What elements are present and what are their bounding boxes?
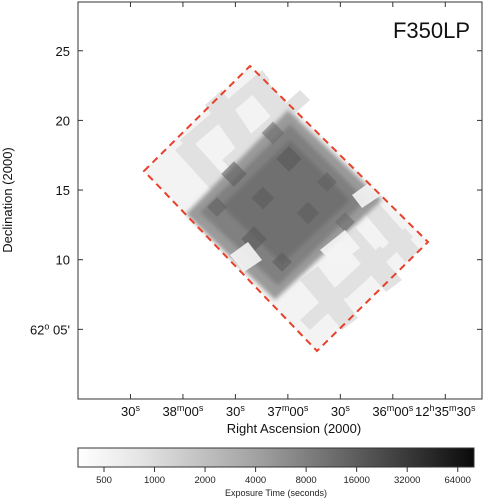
x-tick-label-5: 36m00s <box>372 403 413 419</box>
y-tick-label-3: 20 <box>56 113 70 128</box>
y-axis-title: Declination (2000) <box>0 147 15 253</box>
filter-label: F350LP <box>393 18 470 43</box>
x-axis-ticks: 30s 38m00s 30s 37m00s 30s 36m00s 12h35m30s <box>121 2 476 419</box>
colorbar-tick-label-4: 8000 <box>296 475 317 486</box>
y-tick-label-0: 62o 05' <box>30 321 70 337</box>
colorbar-tick-label-3: 4000 <box>245 475 266 486</box>
colorbar-tick-label-2: 2000 <box>194 475 215 486</box>
y-axis-ticks: 62o 05' 10 15 20 25 <box>30 44 482 337</box>
colorbar-tick-label-0: 500 <box>96 475 112 486</box>
colorbar-tick-label-1: 1000 <box>144 475 165 486</box>
colorbar-tick-label-5: 16000 <box>343 475 369 486</box>
colorbar-tick-label-7: 64000 <box>445 475 471 486</box>
pointing-stripes <box>175 70 420 330</box>
colorbar-ticks: 500 1000 2000 4000 8000 16000 32000 64000 <box>96 467 471 486</box>
coverage-outline <box>142 64 430 353</box>
x-tick-label-2: 30s <box>226 403 245 419</box>
y-tick-label-2: 15 <box>56 183 70 198</box>
x-tick-label-0: 30s <box>121 403 140 419</box>
light-gaps <box>230 182 380 272</box>
colorbar-tick-label-6: 32000 <box>394 475 420 486</box>
y-tick-label-4: 25 <box>56 44 70 59</box>
x-tick-label-1: 38m00s <box>162 403 203 419</box>
x-tick-label-4: 30s <box>331 403 350 419</box>
x-tick-label-6: 12h35m30s <box>415 403 476 419</box>
exposure-coverage-map <box>144 66 428 351</box>
x-axis-title: Right Ascension (2000) <box>227 421 361 436</box>
x-tick-label-3: 37m00s <box>267 403 308 419</box>
colorbar <box>77 447 475 468</box>
y-tick-label-1: 10 <box>56 253 70 268</box>
colorbar-title: Exposure Time (seconds) <box>225 488 327 498</box>
